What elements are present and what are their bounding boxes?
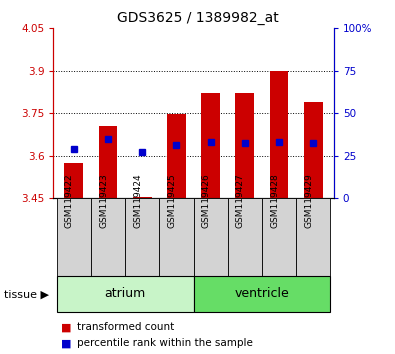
Bar — [125, 198, 159, 276]
Bar — [262, 198, 296, 276]
Bar — [64, 163, 83, 198]
Bar — [194, 198, 228, 276]
Bar — [270, 71, 288, 198]
Text: GDS3625 / 1389982_at: GDS3625 / 1389982_at — [117, 11, 278, 25]
Text: GSM119425: GSM119425 — [167, 173, 177, 228]
Text: GSM119426: GSM119426 — [202, 173, 211, 228]
Bar — [167, 114, 186, 198]
Text: ■: ■ — [61, 338, 72, 348]
Text: GSM119428: GSM119428 — [270, 173, 279, 228]
Text: atrium: atrium — [105, 287, 146, 300]
Text: ■: ■ — [61, 322, 72, 332]
Bar — [57, 198, 91, 276]
Text: GSM119424: GSM119424 — [133, 173, 142, 228]
Bar — [228, 198, 262, 276]
Text: GSM119429: GSM119429 — [304, 173, 313, 228]
Bar — [194, 276, 330, 312]
Bar — [99, 126, 117, 198]
Bar — [57, 276, 194, 312]
Bar — [296, 198, 330, 276]
Bar — [235, 93, 254, 198]
Bar — [159, 198, 194, 276]
Text: tissue ▶: tissue ▶ — [4, 290, 49, 299]
Bar — [91, 198, 125, 276]
Text: GSM119427: GSM119427 — [236, 173, 245, 228]
Text: GSM119422: GSM119422 — [65, 173, 74, 228]
Text: percentile rank within the sample: percentile rank within the sample — [77, 338, 253, 348]
Text: GSM119423: GSM119423 — [99, 173, 108, 228]
Text: transformed count: transformed count — [77, 322, 174, 332]
Bar — [201, 93, 220, 198]
Bar — [133, 197, 152, 198]
Bar — [304, 102, 323, 198]
Text: ventricle: ventricle — [235, 287, 289, 300]
